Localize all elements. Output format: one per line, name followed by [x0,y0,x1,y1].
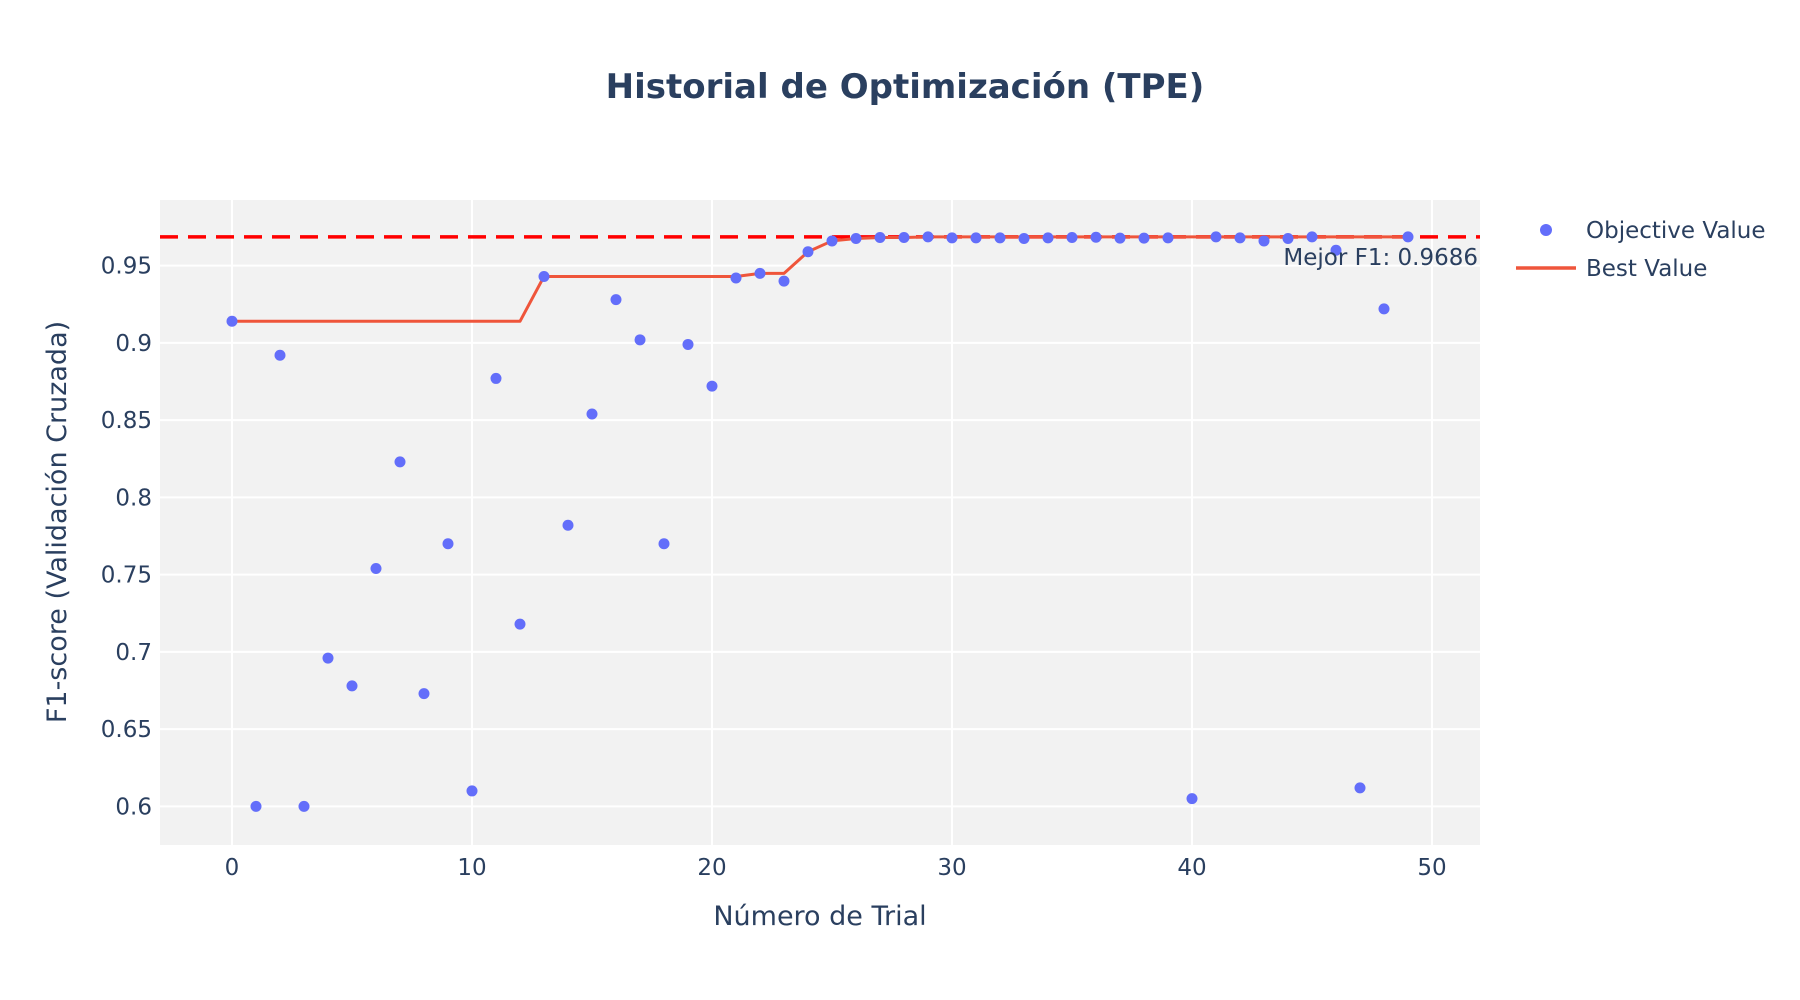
objective-value-point[interactable] [1018,232,1030,244]
annotations: Mejor F1: 0.9686 [1283,245,1478,271]
legend-label: Best Value [1586,256,1707,282]
x-tick-label: 0 [225,855,240,881]
objective-value-point[interactable] [730,272,742,284]
objective-value-point[interactable] [1330,244,1342,256]
objective-value-point[interactable] [634,334,646,346]
objective-value-point[interactable] [466,785,478,797]
objective-value-point[interactable] [394,456,406,468]
objective-value-point[interactable] [226,315,238,327]
objective-value-point[interactable] [802,246,814,258]
y-tick-label: 0.9 [115,331,152,357]
best-f1-annotation: Mejor F1: 0.9686 [1283,245,1478,271]
objective-value-point[interactable] [1066,232,1078,244]
objective-value-point[interactable] [1282,232,1294,244]
objective-value-point[interactable] [538,270,550,282]
x-tick-label: 40 [1177,855,1206,881]
objective-value-point[interactable] [610,294,622,306]
objective-value-point[interactable] [442,538,454,550]
objective-value-point[interactable] [754,267,766,279]
x-tick-label: 10 [457,855,486,881]
series-points [226,231,1414,812]
objective-value-point[interactable] [850,232,862,244]
y-tick-label: 0.65 [101,717,152,743]
objective-value-point[interactable] [250,800,262,812]
y-axis-ticks: 0.6 0.65 0.7 0.75 0.8 0.85 0.9 0.95 [101,254,152,821]
objective-value-point[interactable] [370,562,382,574]
x-tick-label: 30 [937,855,966,881]
legend-label: Objective Value [1586,218,1766,244]
legend-marker [1540,224,1552,236]
objective-value-point[interactable] [274,349,286,361]
x-tick-label: 50 [1417,855,1446,881]
objective-value-point[interactable] [826,235,838,247]
objective-value-point[interactable] [298,800,310,812]
y-tick-label: 0.85 [101,408,152,434]
legend-item[interactable]: Objective Value [1540,218,1766,244]
objective-value-point[interactable] [418,688,430,700]
objective-value-point[interactable] [1210,231,1222,243]
objective-value-point[interactable] [586,408,598,420]
objective-value-point[interactable] [562,519,574,531]
objective-value-point[interactable] [922,231,934,243]
y-tick-label: 0.7 [115,640,152,666]
objective-value-point[interactable] [682,338,694,350]
objective-value-point[interactable] [658,538,670,550]
objective-value-point[interactable] [490,372,502,384]
x-axis-title: Número de Trial [713,901,926,932]
legend-item[interactable]: Best Value [1516,256,1707,282]
objective-value-point[interactable] [514,618,526,630]
objective-value-point[interactable] [1042,232,1054,244]
objective-value-point[interactable] [1354,782,1366,794]
objective-value-point[interactable] [946,232,958,244]
objective-value-point[interactable] [1114,232,1126,244]
y-tick-label: 0.6 [115,794,152,820]
objective-value-point[interactable] [1234,232,1246,244]
objective-value-point[interactable] [1306,231,1318,243]
objective-value-point[interactable] [778,275,790,287]
objective-value-point[interactable] [994,232,1006,244]
legend[interactable]: Objective Value Best Value [1516,218,1766,282]
objective-value-point[interactable] [346,680,358,692]
objective-value-point[interactable] [1402,231,1414,243]
objective-value-point[interactable] [898,232,910,244]
objective-value-point[interactable] [706,380,718,392]
objective-value-point[interactable] [970,232,982,244]
x-tick-label: 20 [697,855,726,881]
y-tick-label: 0.8 [115,485,152,511]
objective-value-point[interactable] [1378,303,1390,315]
y-tick-label: 0.75 [101,563,152,589]
y-axis-title: F1-score (Validación Cruzada) [42,321,73,723]
objective-value-point[interactable] [1258,235,1270,247]
plot-area [160,200,1480,845]
objective-value-point[interactable] [1090,231,1102,243]
chart-title: Historial de Optimización (TPE) [606,67,1205,107]
gridlines [160,200,1480,845]
x-axis-ticks: 0 10 20 30 40 50 [225,855,1447,881]
objective-value-point[interactable] [1138,232,1150,244]
objective-value-point[interactable] [1162,232,1174,244]
objective-value-point[interactable] [874,232,886,244]
objective-value-point[interactable] [1186,793,1198,805]
objective-value-point[interactable] [322,652,334,664]
y-tick-label: 0.95 [101,254,152,280]
